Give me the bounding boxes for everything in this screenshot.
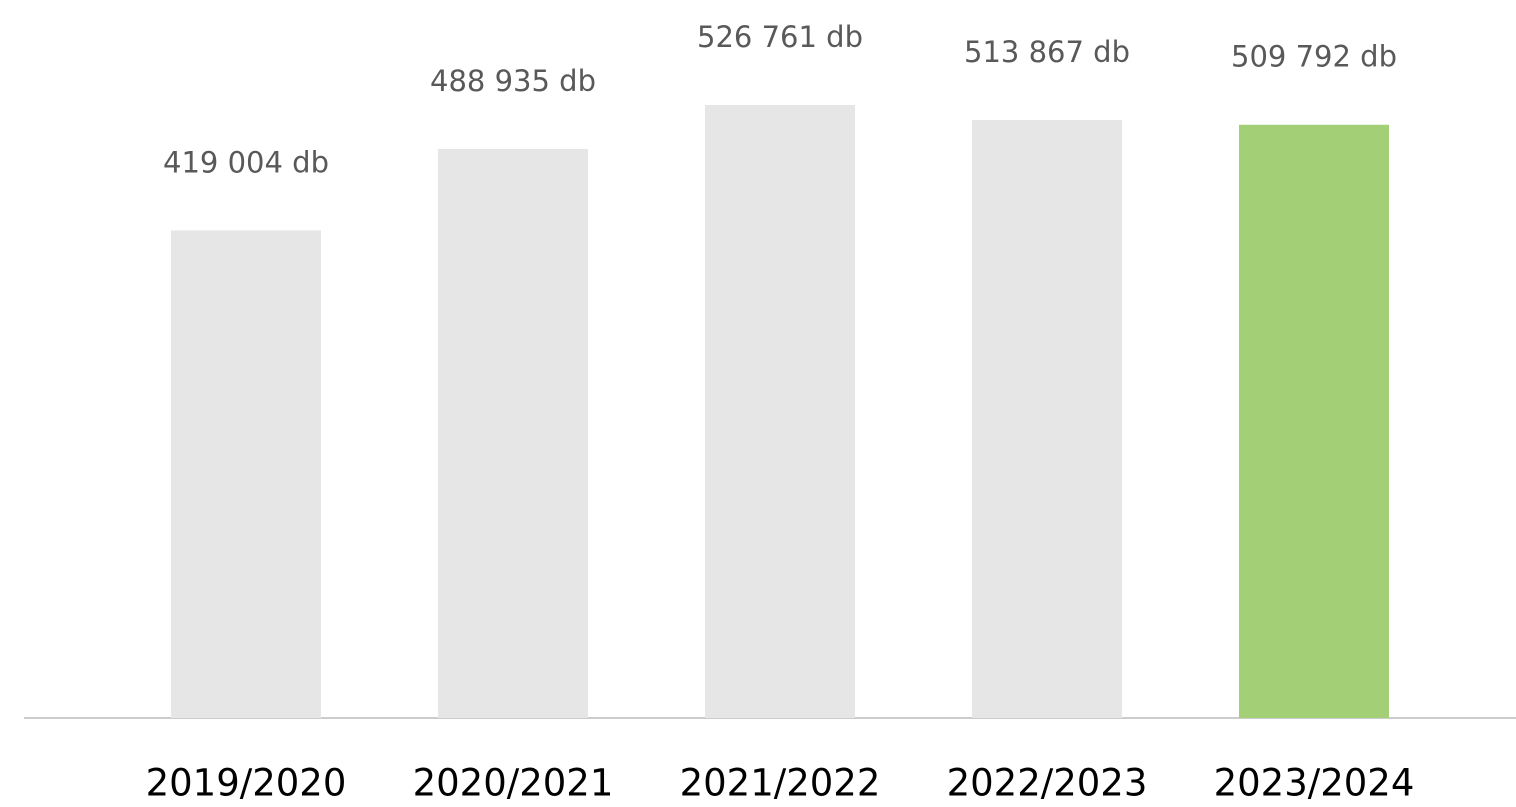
x-tick-label: 2019/2020 (146, 762, 347, 805)
bar (705, 105, 855, 718)
x-tick-label: 2023/2024 (1214, 762, 1415, 805)
x-tick-label: 2020/2021 (413, 762, 614, 805)
x-tick-label: 2022/2023 (947, 762, 1148, 805)
value-label: 488 935 db (430, 64, 596, 98)
value-label: 509 792 db (1231, 40, 1397, 74)
x-tick-label: 2021/2022 (680, 762, 881, 805)
value-label: 513 867 db (964, 35, 1130, 69)
bar (972, 120, 1122, 719)
value-label: 419 004 db (163, 145, 329, 179)
value-label: 526 761 db (697, 20, 863, 54)
bar (1239, 124, 1389, 719)
bar (171, 230, 321, 718)
bar (438, 149, 588, 719)
